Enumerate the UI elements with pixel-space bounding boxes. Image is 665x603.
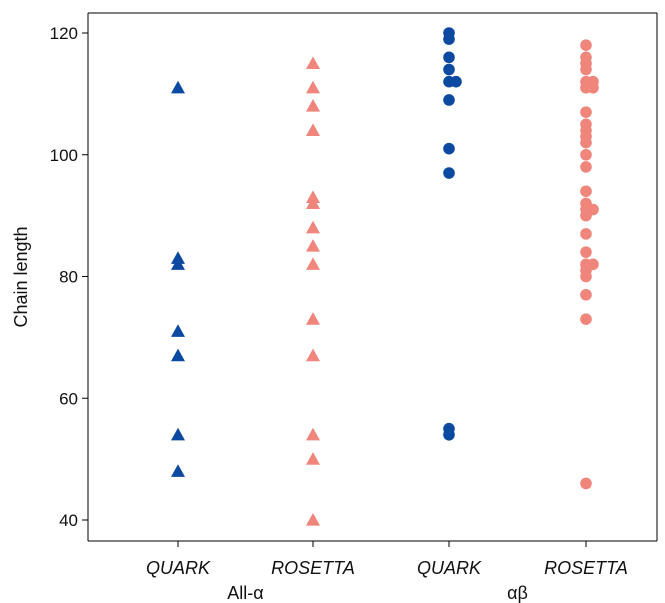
y-tick-label: 80 [59,268,78,287]
y-tick-label: 120 [50,24,78,43]
data-point-triangle [306,452,320,465]
data-point-circle [443,167,455,179]
group-label: All-α [227,583,263,603]
data-point-triangle [171,464,185,477]
data-point-circle [580,246,592,258]
data-point-circle [443,428,455,441]
group-label: αβ [507,583,528,603]
data-point-circle [580,228,592,240]
data-point-circle [443,142,455,155]
data-point-triangle [171,324,185,337]
axes [82,12,658,547]
data-point-triangle [306,123,320,136]
data-point-circle [580,288,592,301]
data-point-triangle [306,427,320,441]
data-point-triangle [171,80,185,94]
data-points [171,27,599,526]
data-point-circle [580,63,592,76]
data-point-triangle [306,196,320,210]
data-point-circle [580,270,592,283]
y-tick-label: 40 [59,511,78,530]
data-point-circle [580,106,592,118]
data-point-circle [443,33,455,45]
data-point-circle [443,94,455,106]
data-point-triangle [306,56,320,70]
data-point-triangle [171,348,185,362]
data-point-circle [580,136,592,149]
data-point-triangle [306,220,320,234]
data-point-circle [443,63,455,76]
data-point-circle [587,81,599,94]
x-tick-label: ROSETTA [544,558,628,578]
data-point-circle [580,313,592,325]
data-point-triangle [306,257,320,270]
data-point-triangle [171,427,185,441]
data-point-circle [450,75,462,88]
x-tick-label: QUARK [146,558,211,578]
data-point-circle [580,39,592,51]
x-tick-label: QUARK [417,558,482,578]
data-point-circle [580,209,592,222]
axis-labels: 40 60 80 100 120 QUARK ROSETTA QUARK ROSETTA All-… [11,24,628,603]
y-tick-label: 100 [50,146,78,165]
y-axis-title: Chain length [11,226,31,327]
data-point-triangle [306,312,320,325]
data-point-triangle [306,80,320,94]
x-tick-label: ROSETTA [271,558,355,578]
data-point-circle [580,148,592,161]
data-point-triangle [306,99,320,112]
data-point-triangle [171,257,185,270]
data-point-circle [580,185,592,198]
y-tick-label: 60 [59,389,78,408]
data-point-circle [580,477,592,490]
data-point-circle [443,51,455,64]
data-point-triangle [306,239,320,252]
data-point-circle [580,161,592,173]
data-point-triangle [306,348,320,362]
data-point-triangle [306,513,320,526]
